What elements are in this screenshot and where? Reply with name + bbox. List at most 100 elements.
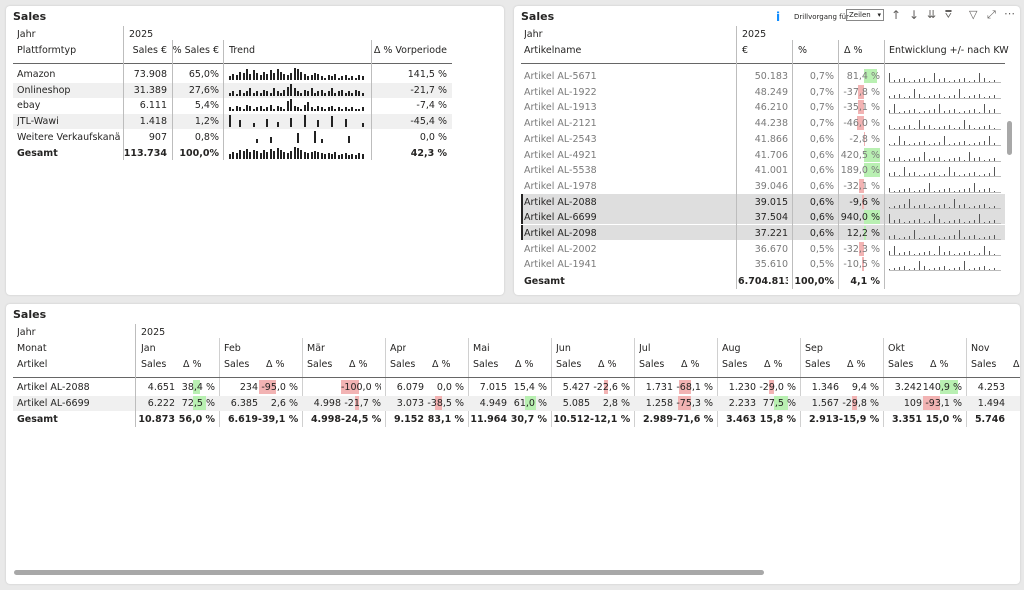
trend-sparkline (229, 67, 367, 81)
expand-hierarchy-icon[interactable]: ⩢ (945, 8, 952, 21)
article-name[interactable]: Artikel AL-6699 (17, 397, 90, 409)
article-name[interactable]: Artikel AL-2088 (17, 382, 90, 393)
delta-col-header[interactable]: Δ % (764, 359, 783, 370)
sparkline-tick (914, 157, 915, 161)
article-name[interactable]: Artikel AL-1941 (524, 259, 597, 271)
drill-up-icon[interactable]: ↑ (891, 8, 902, 22)
month-header[interactable]: Nov (971, 343, 990, 354)
sparkline-tick (974, 128, 975, 130)
sparkline-tick (914, 220, 915, 224)
article-name[interactable]: Artikel AL-1913 (524, 102, 597, 114)
col-header-delta[interactable]: Δ % (844, 45, 863, 56)
delta-col-header[interactable]: Δ % (349, 359, 368, 370)
sales-col-header[interactable]: Sales (473, 359, 499, 370)
sparkline-tick (984, 245, 985, 255)
month-header[interactable]: Feb (224, 343, 241, 354)
col-header-pct[interactable]: % (798, 45, 808, 56)
sparkline-tick (909, 125, 910, 130)
trend-bar (242, 72, 245, 80)
drill-select[interactable]: Zeilen ▾ (846, 9, 884, 21)
col-header-article[interactable]: Artikelname (524, 45, 582, 56)
col-header-eur[interactable]: € (742, 45, 749, 56)
delta-col-header[interactable]: Δ % (183, 359, 202, 370)
sparkline-tick (989, 173, 990, 177)
vertical-scrollbar[interactable] (1007, 121, 1012, 155)
article-name[interactable]: Artikel AL-2088 (524, 196, 597, 208)
sales-col-header[interactable]: Sales (971, 359, 997, 370)
trend-bar (239, 120, 242, 128)
delta-bar (864, 163, 880, 178)
delta-col-header[interactable]: Δ % (432, 359, 451, 370)
article-name[interactable]: Artikel AL-2121 (524, 118, 597, 130)
sales-col-header[interactable]: Sales (556, 359, 582, 370)
more-options-icon[interactable]: ⋯ (1004, 7, 1015, 20)
sparkline-tick (919, 79, 920, 82)
sales-col-header[interactable]: Sales (141, 359, 167, 370)
article-name[interactable]: Artikel AL-6699 (524, 212, 597, 224)
article-name[interactable]: Artikel AL-2002 (524, 243, 597, 255)
eur-value: 37.221 (754, 228, 788, 239)
trend-bar (232, 74, 235, 80)
col-header-platform[interactable]: Plattformtyp (17, 45, 77, 56)
article-name[interactable]: Artikel AL-4921 (524, 149, 597, 161)
month-header[interactable]: Mai (473, 343, 490, 354)
month-header[interactable]: Aug (722, 343, 741, 354)
delta-col-header[interactable]: Δ % (266, 359, 285, 370)
article-col-header[interactable]: Artikel (17, 359, 48, 370)
month-header[interactable]: Apr (390, 343, 407, 354)
sales-col-header[interactable]: Sales (639, 359, 665, 370)
sparkline-tick (934, 109, 935, 114)
filter-icon[interactable]: ▽ (969, 8, 978, 21)
sales-col-header[interactable]: Sales (722, 359, 748, 370)
sparkline-tick (934, 253, 935, 255)
delta-value: -29,0 % (759, 382, 796, 393)
month-header[interactable]: Jun (556, 343, 571, 354)
info-icon[interactable]: i (776, 10, 781, 24)
article-name[interactable]: Artikel AL-1978 (524, 180, 597, 192)
month-header[interactable]: Okt (888, 343, 905, 354)
delta-value (1005, 397, 1020, 410)
delta-value (1005, 413, 1020, 426)
month-header[interactable]: Jul (639, 343, 651, 354)
col-header-trend[interactable]: Trend (229, 45, 255, 56)
drill-down-icon[interactable]: ↓ (909, 8, 920, 22)
delta-col-header[interactable]: Δ % (930, 359, 949, 370)
delta-col-header[interactable]: Δ % (1013, 359, 1020, 370)
col-header-development[interactable]: Entwicklung +/- nach KW (889, 45, 1009, 56)
sparkline-tick (959, 204, 960, 208)
sparkline-tick (899, 112, 900, 114)
col-header-pct[interactable]: % Sales € (172, 45, 219, 56)
article-name[interactable]: Artikel AL-5538 (524, 165, 597, 177)
trend-bar (334, 92, 337, 96)
article-name[interactable]: Artikel AL-1922 (524, 86, 597, 98)
next-level-icon[interactable]: ⇊ (927, 8, 937, 21)
sales-col-header[interactable]: Sales (805, 359, 831, 370)
sparkline-tick (984, 237, 985, 239)
sparkline-tick (954, 142, 955, 145)
focus-mode-icon[interactable]: ⤢ (987, 8, 996, 21)
col-header-delta[interactable]: Δ % Vorperiode (373, 45, 447, 56)
horizontal-scrollbar[interactable] (14, 570, 764, 575)
sales-col-header[interactable]: Sales (307, 359, 333, 370)
article-name[interactable]: Artikel AL-2098 (524, 228, 597, 239)
sparkline-tick (894, 157, 895, 161)
sales-col-header[interactable]: Sales (390, 359, 416, 370)
month-header[interactable]: Jan (141, 343, 156, 354)
delta-col-header[interactable]: Δ % (515, 359, 534, 370)
delta-col-header[interactable]: Δ % (847, 359, 866, 370)
sparkline-tick (984, 159, 985, 161)
delta-value: -29,8 % (842, 397, 879, 409)
month-header[interactable]: Sep (805, 343, 823, 354)
sales-col-header[interactable]: Sales (224, 359, 250, 370)
month-header[interactable]: Mär (307, 343, 325, 354)
col-header-sales[interactable]: Sales € (132, 45, 167, 56)
article-name[interactable]: Artikel AL-2543 (524, 133, 597, 145)
delta-col-header[interactable]: Δ % (598, 359, 617, 370)
article-name[interactable]: Artikel AL-5671 (524, 71, 597, 82)
delta-col-header[interactable]: Δ % (681, 359, 700, 370)
trend-bar (266, 74, 269, 80)
trend-bar (269, 137, 272, 143)
row-background (13, 114, 452, 130)
sales-col-header[interactable]: Sales (888, 359, 914, 370)
sparkline-tick (984, 174, 985, 177)
